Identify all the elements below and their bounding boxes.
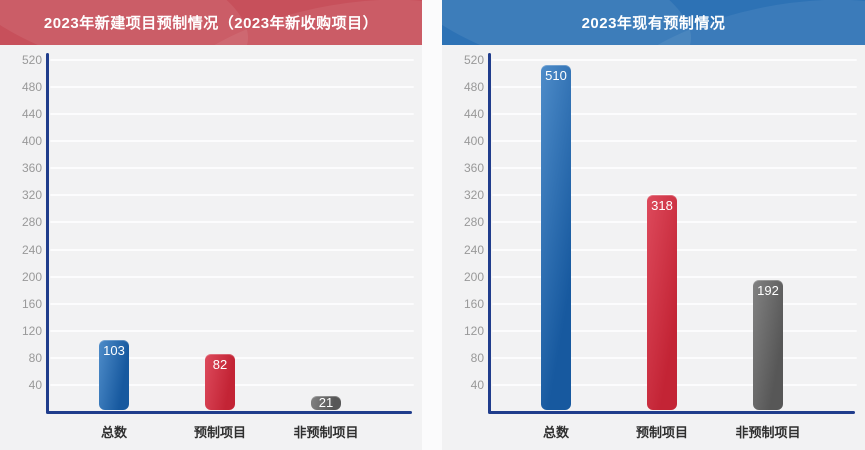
chart-plot-area: 40 80 120 160 200 240 280 320 360 400 440 480 520 103… <box>0 45 422 450</box>
y-tick-label: 520 <box>21 53 42 67</box>
y-tick-label: 200 <box>463 269 484 284</box>
category-label: 非预制项目 <box>293 425 359 440</box>
gridline <box>50 329 414 332</box>
y-tick-label: 120 <box>463 323 484 338</box>
bar-value-label: 21 <box>318 395 334 410</box>
y-tick-label: 400 <box>463 134 484 149</box>
y-axis-line <box>46 53 49 413</box>
x-axis-line <box>488 411 855 414</box>
gridline <box>50 194 414 197</box>
gridline <box>50 302 414 305</box>
y-tick-label: 440 <box>463 107 484 122</box>
bar[interactable]: 192 <box>753 280 783 410</box>
y-tick-label: 280 <box>21 215 42 230</box>
bar[interactable]: 103 <box>99 340 129 410</box>
bar-value-label: 103 <box>103 343 125 358</box>
bar[interactable]: 82 <box>205 354 235 410</box>
y-tick-label: 440 <box>21 107 42 122</box>
chart-header-existing: 2023年现有预制情况 <box>442 0 865 45</box>
gridline <box>50 248 414 251</box>
y-tick-label: 160 <box>463 296 484 311</box>
category-label: 预制项目 <box>635 425 688 440</box>
gridline <box>50 59 414 61</box>
y-tick-label: 160 <box>21 296 42 311</box>
bar-value-label: 192 <box>757 283 779 298</box>
y-tick-label: 480 <box>463 80 484 95</box>
category-label: 总数 <box>542 425 569 440</box>
chart-title: 2023年现有预制情况 <box>581 15 726 32</box>
y-tick-label: 200 <box>21 269 42 284</box>
category-label: 非预制项目 <box>735 425 801 440</box>
gridline <box>50 275 414 278</box>
bar-value-label: 510 <box>545 68 567 83</box>
gridline <box>50 221 414 224</box>
gridline <box>492 167 857 170</box>
gridline <box>492 113 857 116</box>
bar[interactable]: 21 <box>311 396 341 410</box>
gridline <box>50 140 414 143</box>
y-tick-label: 40 <box>28 377 42 392</box>
y-tick-label: 320 <box>21 188 42 203</box>
chart-title: 2023年新建项目预制情况（2023年新收购项目） <box>43 15 379 32</box>
chart-header-new-projects: 2023年新建项目预制情况（2023年新收购项目） <box>0 0 422 45</box>
y-tick-label: 80 <box>470 350 484 365</box>
y-tick-label: 40 <box>470 377 484 392</box>
y-tick-label: 360 <box>463 161 484 176</box>
category-label: 总数 <box>100 425 127 440</box>
bar[interactable]: 510 <box>541 65 571 410</box>
y-tick-label: 360 <box>21 161 42 176</box>
chart-plot-area: 40 80 120 160 200 240 280 320 360 400 440 480 520 510… <box>442 45 865 450</box>
x-axis-line <box>46 411 412 414</box>
y-tick-label: 280 <box>463 215 484 230</box>
y-tick-label: 520 <box>463 53 484 67</box>
chart-panel-new-projects: 2023年新建项目预制情况（2023年新收购项目） 40 80 120 160 200 2… <box>0 0 422 450</box>
bar[interactable]: 318 <box>647 195 677 410</box>
gridline <box>50 86 414 89</box>
gridline <box>492 59 857 61</box>
y-tick-label: 80 <box>28 350 42 365</box>
y-tick-label: 120 <box>21 323 42 338</box>
bar-value-label: 82 <box>212 357 228 372</box>
gridline <box>50 167 414 170</box>
y-tick-label: 400 <box>21 134 42 149</box>
gridline <box>50 113 414 116</box>
chart-panel-existing: 2023年现有预制情况 40 80 120 160 200 240 280 320 360 400… <box>442 0 865 450</box>
y-tick-label: 480 <box>21 80 42 95</box>
y-tick-label: 240 <box>21 242 42 257</box>
gridline <box>492 140 857 143</box>
y-tick-label: 320 <box>463 188 484 203</box>
category-label: 预制项目 <box>193 425 246 440</box>
bar-value-label: 318 <box>651 198 673 213</box>
gridline <box>492 86 857 89</box>
y-axis-line <box>488 53 491 413</box>
y-tick-label: 240 <box>463 242 484 257</box>
